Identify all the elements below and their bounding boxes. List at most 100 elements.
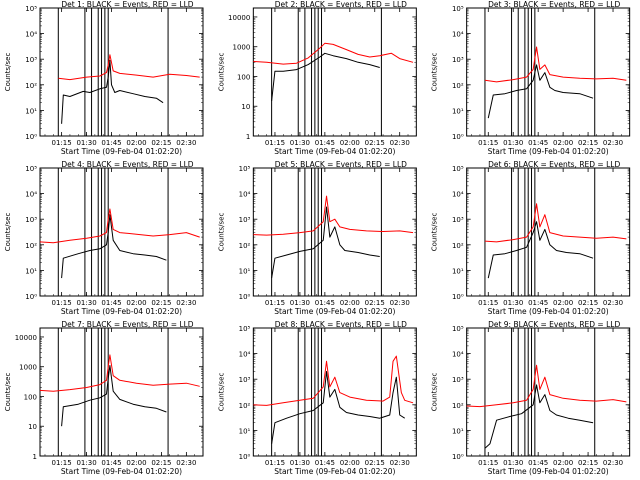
plot-frame [39,7,204,137]
panel-title: Det 3: BLACK = Events, RED = LLD [488,0,620,9]
detector-panel: 10⁰ 10¹ 10² 10³ 10⁴ 10⁵ 01:15 01:30 01:45 02:00 02… [431,0,631,156]
y-tick-label: 10000 [15,334,37,342]
x-tick-label: 02:00 [340,299,360,307]
y-tick-label: 10³ [25,56,37,64]
x-tick-label: 02:30 [603,139,623,147]
x-axis-label: Start Time (09-Feb-04 01:02:20) [274,467,395,476]
panel-title: Det 7: BLACK = Events, RED = LLD [61,320,193,329]
y-tick-label: 10² [25,242,37,250]
y-tick-label: 10⁰ [452,293,464,301]
y-tick-label: 10³ [25,216,37,224]
y-tick-label: 10⁴ [25,31,37,39]
x-tick-label: 01:30 [503,459,523,467]
y-tick-label: 10⁰ [452,133,464,141]
x-tick-label: 01:30 [76,459,96,467]
y-tick-label: 10⁵ [452,325,464,333]
y-tick-label: 10⁰ [25,133,37,141]
y-tick-label: 10¹ [452,267,464,275]
x-axis-label: Start Time (09-Feb-04 01:02:20) [61,467,182,476]
x-tick-label: 01:15 [478,459,498,467]
x-tick-label: 02:00 [340,139,360,147]
x-tick-label: 01:30 [503,139,523,147]
events-series-line [271,206,380,279]
x-axis-label: Start Time (09-Feb-04 01:02:20) [274,147,395,156]
lld-series-line [484,46,627,83]
x-tick-label: 02:30 [390,459,410,467]
y-tick-label: 10³ [452,56,464,64]
y-tick-label: 10² [452,242,464,250]
x-tick-label: 01:45 [101,139,121,147]
y-tick-label: 10⁵ [239,325,251,333]
x-tick-label: 01:15 [52,299,72,307]
detector-panel: 1 10 100 1000 10000 01:15 01:30 01:45 02:00 02:15… [4,320,204,476]
x-tick-label: 02:00 [126,299,146,307]
y-tick-label: 10² [452,402,464,410]
y-axis-label: Counts/sec [431,53,439,92]
y-tick-label: 10¹ [25,267,37,275]
y-tick-label: 1 [33,453,37,461]
x-axis-label: Start Time (09-Feb-04 01:02:20) [488,307,609,316]
panel-title: Det 9: BLACK = Events, RED = LLD [488,320,620,329]
y-tick-label: 10⁴ [452,31,464,39]
y-axis-label: Counts/sec [217,373,225,412]
x-tick-label: 01:45 [315,139,335,147]
x-tick-label: 02:15 [365,139,385,147]
detector-panel: 10⁰ 10¹ 10² 10³ 10⁴ 10⁵ 01:15 01:30 01:45 02:00 02… [217,160,417,316]
panel-title: Det 6: BLACK = Events, RED = LLD [488,160,620,169]
y-tick-label: 10⁰ [239,453,251,461]
x-tick-label: 01:45 [315,299,335,307]
y-tick-label: 10 [241,103,250,111]
x-tick-label: 01:15 [265,299,285,307]
x-tick-label: 01:30 [76,139,96,147]
lld-series-line [466,364,627,408]
x-tick-label: 01:45 [528,139,548,147]
x-tick-label: 01:15 [265,459,285,467]
x-tick-label: 02:15 [151,139,171,147]
x-tick-label: 01:15 [265,139,285,147]
y-tick-label: 10 [28,423,37,431]
x-tick-label: 02:30 [603,299,623,307]
y-tick-label: 100 [237,73,250,81]
events-series-line [487,64,594,119]
panel-title: Det 2: BLACK = Events, RED = LLD [275,0,407,9]
y-tick-label: 10⁵ [452,5,464,13]
x-tick-label: 02:30 [603,459,623,467]
y-tick-label: 10¹ [452,107,464,115]
x-tick-label: 02:15 [151,459,171,467]
y-tick-label: 10⁴ [452,191,464,199]
plot-frame [466,327,631,457]
y-tick-label: 10² [25,82,37,90]
y-tick-label: 10⁵ [452,165,464,173]
x-tick-label: 02:15 [578,299,598,307]
y-axis-label: Counts/sec [431,213,439,252]
y-axis-label: Counts/sec [217,53,225,92]
plot-frame [466,7,631,137]
x-tick-label: 01:30 [290,459,310,467]
x-tick-label: 01:45 [101,299,121,307]
x-tick-label: 01:30 [290,139,310,147]
x-tick-label: 02:15 [578,139,598,147]
lld-series-line [253,195,414,236]
plot-frame [252,7,417,137]
y-tick-label: 10¹ [239,427,251,435]
x-tick-label: 01:45 [315,459,335,467]
y-tick-label: 10000 [228,14,250,22]
x-tick-label: 01:15 [478,139,498,147]
x-tick-label: 01:15 [52,139,72,147]
x-tick-label: 02:00 [340,459,360,467]
x-tick-label: 01:45 [101,459,121,467]
x-tick-label: 02:00 [553,459,573,467]
detector-panel: 10⁰ 10¹ 10² 10³ 10⁴ 10⁵ 01:15 01:30 01:45 02:00 02… [4,160,204,316]
events-series-line [271,371,405,444]
x-tick-label: 01:15 [52,459,72,467]
y-axis-label: Counts/sec [431,373,439,412]
panel-title: Det 5: BLACK = Events, RED = LLD [275,160,407,169]
y-tick-label: 10⁵ [25,5,37,13]
y-tick-label: 10⁵ [25,165,37,173]
y-tick-label: 10² [239,402,251,410]
plot-frame [252,167,417,297]
x-tick-label: 01:45 [528,459,548,467]
detector-panel: 10⁰ 10¹ 10² 10³ 10⁴ 10⁵ 01:15 01:30 01:45 02:00 02… [431,320,631,476]
plot-frame [466,167,631,297]
